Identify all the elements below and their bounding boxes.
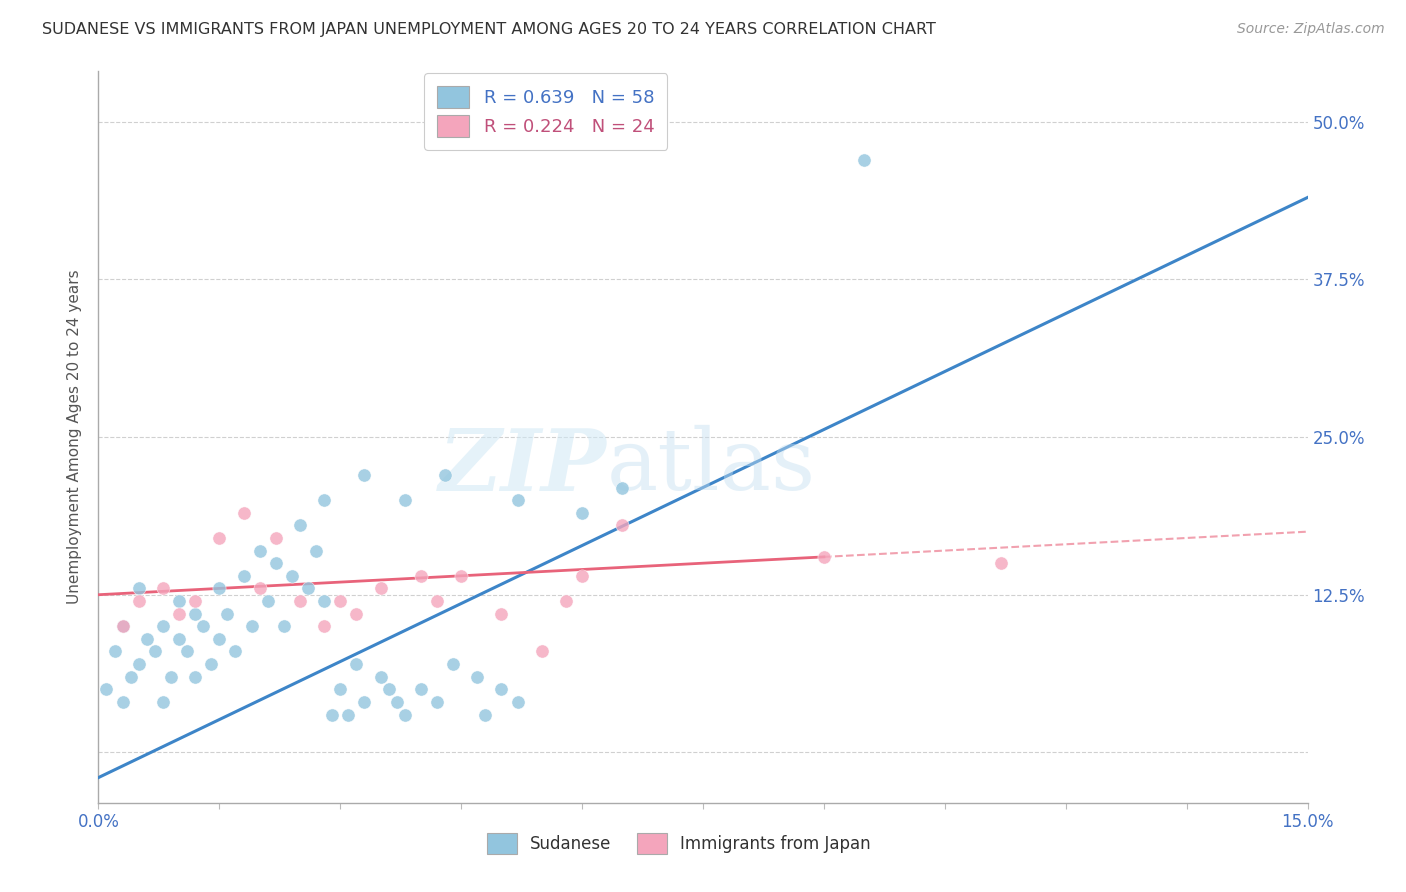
Text: Source: ZipAtlas.com: Source: ZipAtlas.com	[1237, 22, 1385, 37]
Legend: Sudanese, Immigrants from Japan: Sudanese, Immigrants from Japan	[481, 827, 877, 860]
Point	[329, 594, 352, 608]
Text: ZIP: ZIP	[439, 425, 606, 508]
Point	[344, 657, 367, 671]
Point	[426, 594, 449, 608]
Point	[353, 467, 375, 482]
Point	[160, 670, 183, 684]
Point	[571, 569, 593, 583]
Point	[441, 657, 464, 671]
Point	[555, 594, 578, 608]
Point	[465, 670, 488, 684]
Point	[990, 556, 1012, 570]
Point	[314, 493, 336, 508]
Point	[167, 632, 190, 646]
Point	[193, 619, 215, 633]
Point	[128, 594, 150, 608]
Point	[135, 632, 157, 646]
Point	[491, 682, 513, 697]
Point	[143, 644, 166, 658]
Point	[96, 682, 118, 697]
Point	[329, 682, 352, 697]
Point	[232, 506, 254, 520]
Point	[394, 707, 416, 722]
Point	[385, 695, 408, 709]
Point	[232, 569, 254, 583]
Point	[314, 619, 336, 633]
Text: atlas: atlas	[606, 425, 815, 508]
Point	[240, 619, 263, 633]
Point	[208, 632, 231, 646]
Point	[103, 644, 125, 658]
Point	[111, 619, 134, 633]
Point	[377, 682, 399, 697]
Point	[409, 569, 432, 583]
Point	[434, 467, 457, 482]
Point	[474, 707, 496, 722]
Point	[111, 619, 134, 633]
Point	[813, 549, 835, 564]
Point	[314, 594, 336, 608]
Point	[426, 695, 449, 709]
Point	[344, 607, 367, 621]
Point	[111, 695, 134, 709]
Point	[288, 518, 311, 533]
Point	[612, 518, 634, 533]
Point	[128, 657, 150, 671]
Point	[353, 695, 375, 709]
Point	[288, 594, 311, 608]
Point	[120, 670, 142, 684]
Point	[200, 657, 222, 671]
Point	[273, 619, 295, 633]
Point	[394, 493, 416, 508]
Point	[152, 619, 174, 633]
Point	[281, 569, 304, 583]
Point	[184, 594, 207, 608]
Point	[176, 644, 198, 658]
Point	[370, 670, 392, 684]
Point	[305, 543, 328, 558]
Point	[167, 607, 190, 621]
Point	[409, 682, 432, 697]
Point	[128, 582, 150, 596]
Point	[184, 607, 207, 621]
Point	[208, 531, 231, 545]
Point	[152, 695, 174, 709]
Point	[450, 569, 472, 583]
Point	[208, 582, 231, 596]
Point	[264, 531, 287, 545]
Point	[224, 644, 246, 658]
Point	[506, 493, 529, 508]
Point	[249, 582, 271, 596]
Point	[217, 607, 239, 621]
Point	[264, 556, 287, 570]
Point	[370, 582, 392, 596]
Point	[530, 644, 553, 658]
Point	[256, 594, 278, 608]
Point	[612, 481, 634, 495]
Y-axis label: Unemployment Among Ages 20 to 24 years: Unemployment Among Ages 20 to 24 years	[67, 269, 83, 605]
Point	[506, 695, 529, 709]
Point	[571, 506, 593, 520]
Point	[297, 582, 319, 596]
Point	[321, 707, 343, 722]
Point	[152, 582, 174, 596]
Point	[491, 607, 513, 621]
Point	[184, 670, 207, 684]
Point	[249, 543, 271, 558]
Point	[853, 153, 876, 167]
Text: SUDANESE VS IMMIGRANTS FROM JAPAN UNEMPLOYMENT AMONG AGES 20 TO 24 YEARS CORRELA: SUDANESE VS IMMIGRANTS FROM JAPAN UNEMPL…	[42, 22, 936, 37]
Point	[167, 594, 190, 608]
Point	[337, 707, 360, 722]
